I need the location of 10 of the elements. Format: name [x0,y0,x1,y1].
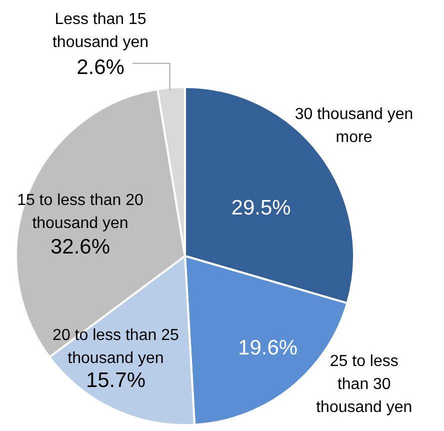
data-label: 19.6% [238,336,298,360]
slice-label: 15 to less than 20 thousand yen [17,192,144,232]
slice-label: 20 to less than 25 thousand yen [52,327,179,368]
slice-label: 25 to less than 30 thousand yen [316,352,412,416]
data-label: 15.7% [86,368,146,392]
data-label: 2.6% [76,56,124,80]
slice-label: Less than 15 thousand yen [52,11,149,52]
data-label: 29.5% [231,196,291,220]
slice-label: 30 thousand yen more [294,106,414,146]
data-label: 32.6% [50,235,110,258]
